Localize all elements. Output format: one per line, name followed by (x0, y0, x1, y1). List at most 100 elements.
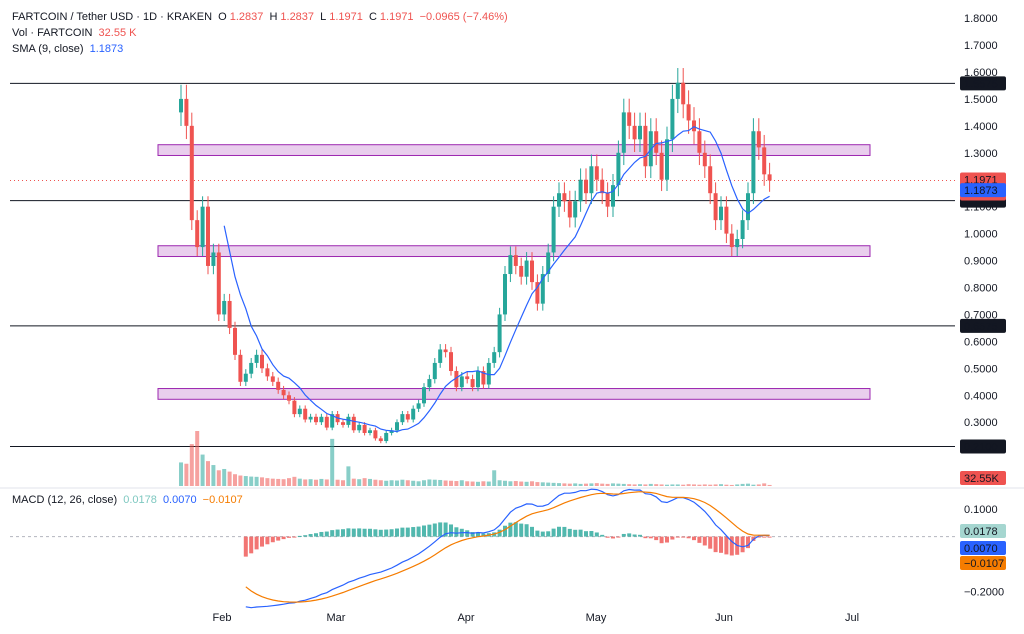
candle-body (492, 352, 497, 363)
legend-main: FARTCOIN / Tether USD · 1D · KRAKEN O 1.2… (12, 11, 511, 23)
candle-body (405, 414, 410, 420)
macd-histogram-bar (368, 528, 372, 537)
macd-histogram-bar (260, 536, 264, 547)
candle-body (746, 193, 750, 221)
macd-histogram-bar (540, 531, 545, 537)
sma-line (223, 126, 770, 433)
candle-body (611, 185, 615, 207)
volume-bar (416, 481, 421, 486)
macd-histogram-bar (503, 525, 507, 537)
volume-bar (308, 479, 313, 486)
candle-body (546, 252, 551, 275)
macd-histogram-bar (438, 522, 443, 537)
y-tick-label: 0.6000 (964, 336, 998, 348)
volume-bar (605, 483, 610, 486)
macd-histogram-bar (697, 536, 702, 543)
candle-body (530, 260, 534, 283)
macd-histogram-bar (281, 536, 286, 540)
candle-body (508, 255, 513, 275)
level-badge: 0.6575 (964, 321, 998, 333)
candle-body (395, 422, 399, 431)
volume-bar (546, 482, 551, 486)
candle-body (319, 416, 324, 423)
volume-bar (443, 480, 448, 486)
candle-body (427, 379, 432, 388)
volume-bar (724, 484, 729, 486)
volume-bar (362, 478, 367, 486)
volume-bar (314, 479, 318, 486)
volume-bar (497, 480, 502, 486)
macd-line (245, 488, 770, 609)
candle-body (724, 206, 729, 234)
volume-bar (281, 479, 286, 486)
macd-histogram-bar (346, 528, 351, 537)
macd-histogram-bar (562, 526, 567, 537)
candle-body (179, 98, 183, 113)
candle-body (719, 206, 723, 221)
volume-bar (324, 479, 329, 486)
volume-bar (319, 478, 324, 486)
x-tick-label: Apr (457, 612, 474, 624)
legend-close-label: C (368, 11, 377, 23)
volume-bar (276, 478, 281, 486)
y-tick-label: 1.4000 (964, 121, 998, 133)
macd-histogram-bar (740, 536, 745, 553)
volume-bar (540, 482, 545, 486)
volume-bar (486, 481, 491, 486)
volume-bar (249, 476, 254, 486)
candle-body (314, 416, 318, 423)
candle-body (233, 327, 237, 355)
macd-histogram-bar (351, 528, 356, 537)
volume-bar (535, 482, 540, 486)
volume-bar (238, 475, 243, 486)
volume-bar (767, 484, 772, 486)
volume-bar (643, 484, 648, 486)
macd-histogram-bar (335, 529, 340, 537)
macd-histogram-bar (389, 529, 394, 537)
macd-histogram-bar (573, 529, 578, 537)
volume-bar (341, 480, 345, 486)
volume-bar (184, 463, 189, 486)
volume-bar (670, 484, 675, 486)
legend-open-label: O (218, 11, 227, 23)
y-tick-label: 1.7000 (964, 40, 998, 52)
volume-bar (200, 454, 205, 486)
volume-bar (351, 478, 356, 486)
macd-histogram-bar (341, 529, 345, 537)
legend-volume-label: Vol · FARTCOIN (12, 27, 93, 39)
volume-bar (357, 479, 362, 486)
candle-body (281, 389, 286, 396)
candle-body (432, 362, 437, 380)
volume-bar (713, 484, 718, 486)
macd-histogram-bar (600, 534, 605, 537)
macd-histogram-bar (627, 533, 632, 537)
level-badge-bg (960, 439, 1006, 454)
volume-bar (659, 484, 664, 486)
candle-body (767, 174, 772, 181)
candle-body (216, 252, 221, 315)
candle-body (562, 193, 567, 202)
candle-body (416, 403, 421, 409)
volume-bar (227, 471, 232, 486)
macd-histogram-bar (589, 531, 594, 537)
volume-bar (589, 483, 594, 486)
volume-bar (373, 479, 378, 486)
volume-bar (600, 483, 605, 486)
volume-bar (330, 438, 335, 486)
macd-histogram-bar (632, 534, 637, 537)
macd-histogram-bar (497, 529, 502, 537)
macd-histogram-bar (513, 522, 518, 537)
candle-body (400, 414, 405, 423)
candle-body (497, 314, 502, 353)
macd-histogram-bar (686, 536, 691, 539)
sma-badge: 1.1873 (964, 185, 998, 197)
volume-bar (292, 476, 297, 486)
volume-bar (697, 484, 702, 486)
candle-body (378, 438, 383, 442)
candle-body (449, 352, 453, 372)
volume-bar (519, 481, 524, 486)
volume-bar (503, 480, 507, 486)
volume-bar (648, 483, 653, 486)
macd-histogram-bar (454, 527, 459, 537)
